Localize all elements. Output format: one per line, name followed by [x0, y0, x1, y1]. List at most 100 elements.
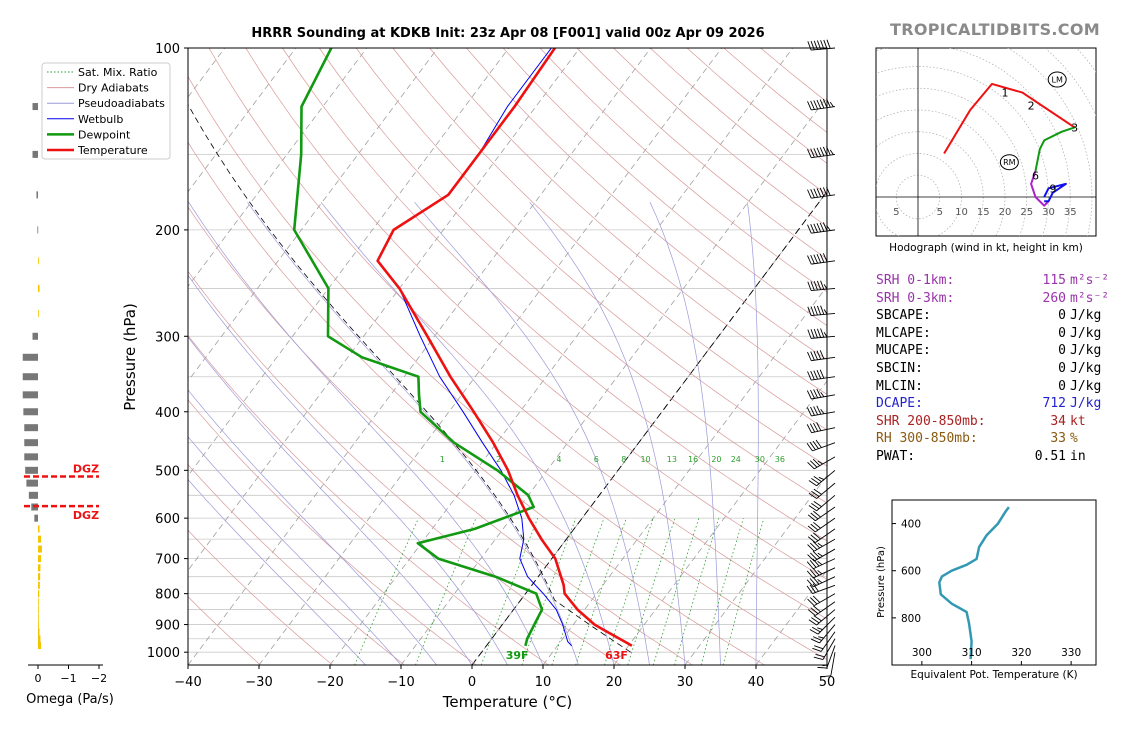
x-tick-label: −30	[245, 675, 272, 690]
wind-barb-flag	[811, 478, 820, 485]
wind-barb	[806, 558, 836, 570]
storm-motion-label: LM	[1052, 76, 1063, 85]
stat-value: 33	[1050, 431, 1066, 447]
omega-bar	[38, 581, 40, 589]
dry-adiabat	[188, 464, 405, 665]
wind-barb-flag	[819, 99, 825, 109]
wind-barb-flag	[812, 440, 819, 449]
wind-barb-flag	[817, 460, 823, 465]
zero-isotherm	[471, 190, 827, 665]
wind-barb	[807, 593, 836, 607]
wind-barb-flag	[823, 39, 828, 49]
omega-bar	[37, 226, 39, 234]
isotherm-line	[329, 48, 794, 665]
mixing-ratio-line	[521, 518, 577, 665]
wind-barb-flag	[813, 615, 822, 622]
dry-adiabat	[282, 48, 827, 542]
omega-bar	[32, 103, 38, 111]
dgz-label: DGZ	[73, 463, 99, 476]
wind-barb-flag	[820, 328, 825, 338]
wind-barb-staff	[815, 506, 836, 522]
wind-barb-flag	[810, 148, 815, 158]
wind-barb-flag	[813, 521, 821, 529]
wind-barb-flag	[819, 222, 825, 232]
x-tick-label: 10	[535, 675, 552, 690]
stat-row: SRH 0-1km: 115 m²s⁻²	[876, 272, 1109, 290]
wind-barb	[809, 616, 836, 635]
wind-barb-flag	[813, 100, 818, 110]
stat-unit: J/kg	[1070, 396, 1102, 412]
wind-barb-staff	[811, 376, 836, 381]
x-tick-label: 50	[819, 675, 836, 690]
wind-barb-staff	[813, 538, 836, 552]
wind-barb-flag	[819, 147, 825, 157]
hodograph-height-marker: 9	[1049, 182, 1056, 195]
omega-bar	[38, 613, 39, 621]
dry-adiabat	[319, 48, 827, 504]
hodograph-ring-label: 15	[977, 207, 990, 218]
wind-barb	[817, 645, 836, 669]
wind-barb-flag	[813, 510, 821, 518]
omega-bar	[38, 545, 42, 553]
wind-barb-flag	[816, 223, 822, 233]
wind-barb-flag	[807, 536, 816, 543]
wind-barb-flag	[808, 492, 817, 499]
mixing-ratio-line	[480, 518, 539, 665]
wind-barb-flag	[810, 523, 819, 531]
wind-barb-staff	[811, 106, 836, 111]
wind-barb-flag	[826, 39, 831, 49]
legend-label: Dewpoint	[78, 128, 131, 141]
mixing-ratio-line	[722, 518, 765, 665]
wind-barb-flag	[813, 500, 822, 508]
hodograph-ring-label: 25	[1020, 207, 1033, 218]
wind-barb-flag	[817, 570, 823, 575]
wind-barb-staff	[812, 584, 836, 594]
wind-barb-staff	[811, 411, 836, 417]
omega-bar	[25, 466, 38, 474]
wind-barb-flag	[816, 305, 822, 315]
wind-barb	[807, 222, 836, 234]
theta-frame	[891, 499, 1097, 666]
wind-barb-flag	[807, 329, 812, 339]
hodograph-ring-label: 35	[1064, 207, 1077, 218]
y-tick-label: 500	[155, 464, 180, 479]
mixing-ratio-line	[354, 518, 419, 665]
wind-barb-flag	[817, 627, 823, 631]
wind-barb-flag	[812, 558, 820, 567]
omega-bar	[22, 373, 38, 381]
wind-barb	[807, 538, 836, 552]
hodograph-trace	[1034, 126, 1075, 172]
skewt-plot-area: 1 2 4 6 8 10 13 16 20 24 30 36	[188, 48, 827, 665]
wind-barb	[807, 517, 836, 533]
pseudoadiabat	[747, 202, 759, 665]
wind-barb-flag	[816, 99, 822, 109]
mixing-ratio-label: 2	[496, 455, 501, 464]
omega-bar	[24, 439, 38, 447]
wind-barb-flag	[810, 40, 815, 50]
wind-barb-flag	[813, 40, 818, 50]
omega-bar	[38, 535, 42, 543]
pseudoadiabat	[247, 201, 579, 665]
wind-barb-flag	[813, 188, 818, 198]
wind-barb-flag	[806, 561, 814, 570]
mixing-ratio-line	[604, 518, 654, 665]
wind-barb	[807, 506, 836, 522]
wind-barb-flag	[822, 187, 828, 197]
wind-barb-flag	[818, 636, 824, 639]
wind-barb-flag	[810, 406, 815, 416]
wind-barb	[806, 576, 836, 588]
wind-barb-flag	[816, 254, 822, 263]
wind-barb-flag	[820, 408, 825, 414]
wind-barb-flag	[822, 222, 828, 232]
wind-barb-flag	[817, 552, 823, 557]
omega-bar	[32, 150, 38, 158]
dry-adiabat	[188, 334, 549, 665]
dry-adiabat	[188, 529, 333, 665]
wind-barb-flag	[807, 351, 812, 361]
wind-barb-flag	[807, 598, 815, 606]
dry-adiabat	[188, 399, 477, 665]
omega-bar	[38, 525, 40, 533]
omega-bar	[32, 332, 38, 340]
dgz-label: DGZ	[73, 509, 99, 522]
stat-value: 0	[1058, 343, 1066, 359]
